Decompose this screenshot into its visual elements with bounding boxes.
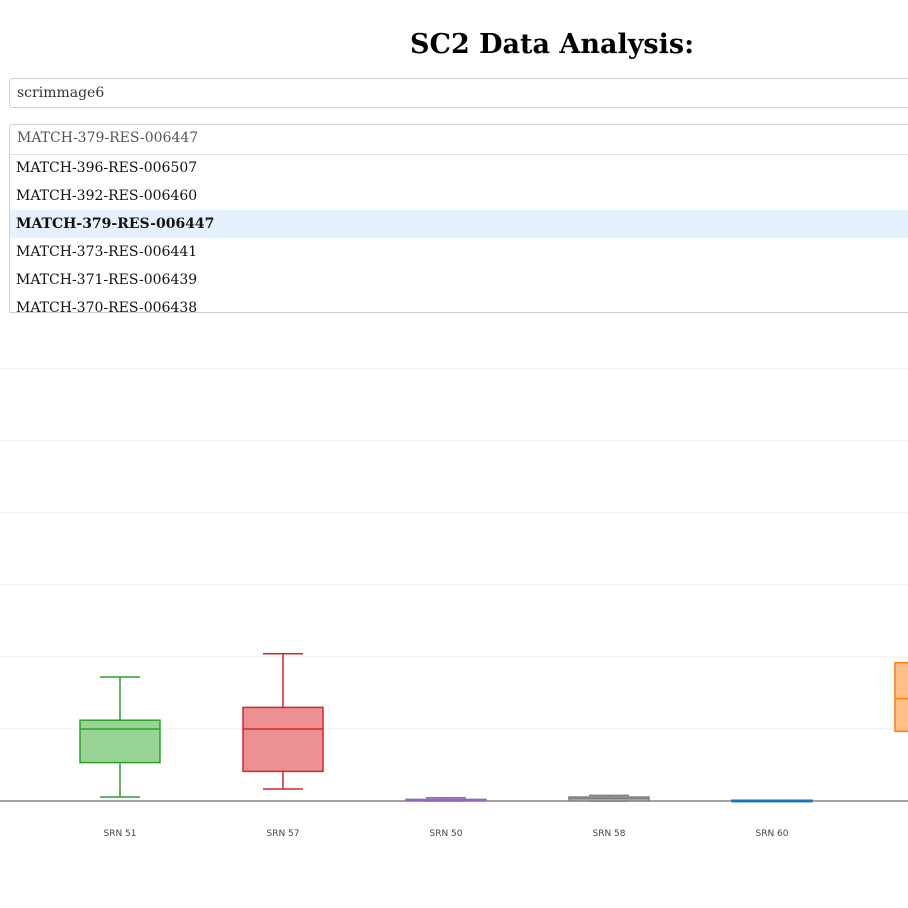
match-dropdown-control[interactable]: MATCH-379-RES-006447 bbox=[10, 125, 908, 155]
x-tick-label: SRN 57 bbox=[266, 829, 299, 839]
match-dropdown-menu[interactable]: MATCH-396-RES-006507 MATCH-392-RES-00646… bbox=[10, 154, 908, 313]
match-dropdown[interactable]: MATCH-379-RES-006447 MATCH-396-RES-00650… bbox=[9, 124, 908, 313]
match-option[interactable]: MATCH-396-RES-006507 bbox=[16, 160, 198, 176]
x-tick-label: SRN 51 bbox=[103, 829, 136, 839]
match-dropdown-value: MATCH-379-RES-006447 bbox=[17, 130, 199, 146]
dataset-dropdown[interactable]: scrimmage6 bbox=[9, 78, 908, 108]
x-tick-label: SRN 50 bbox=[429, 829, 462, 839]
dataset-dropdown-value: scrimmage6 bbox=[17, 85, 105, 101]
box-plot-chart: SRN 51 SRN 57 SRN 50 SRN 58 SRN 60 bbox=[0, 368, 908, 839]
match-option[interactable]: MATCH-371-RES-006439 bbox=[16, 272, 198, 288]
box-body bbox=[79, 719, 161, 764]
x-tick-label: SRN 58 bbox=[592, 829, 625, 839]
box-body bbox=[242, 706, 324, 773]
page-title: SC2 Data Analysis: bbox=[409, 29, 695, 60]
match-option[interactable]: MATCH-392-RES-006460 bbox=[16, 188, 198, 204]
match-option-selected[interactable]: MATCH-379-RES-006447 bbox=[10, 210, 908, 238]
box-body bbox=[894, 661, 908, 733]
x-tick-label: SRN 60 bbox=[755, 829, 788, 839]
match-option[interactable]: MATCH-370-RES-006438 bbox=[16, 300, 198, 313]
match-option[interactable]: MATCH-373-RES-006441 bbox=[16, 244, 198, 260]
